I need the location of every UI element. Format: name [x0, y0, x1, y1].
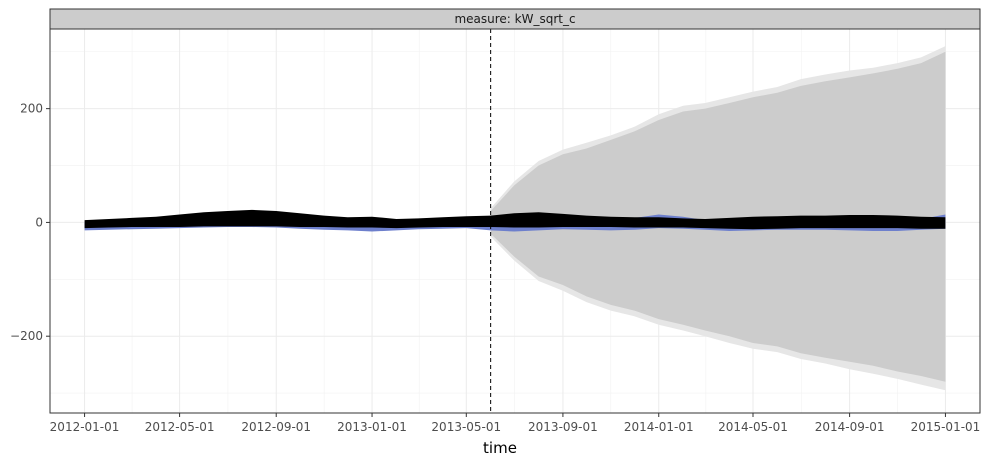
facet-strip-label: measure: kW_sqrt_c	[454, 12, 575, 26]
forecast-interval	[490, 46, 946, 391]
actual-band	[84, 209, 946, 230]
x-tick-label: 2012-05-01	[145, 420, 215, 434]
y-axis: −200 0 200	[10, 102, 50, 343]
x-tick-label: 2014-05-01	[718, 420, 788, 434]
x-tick-label: 2015-01-01	[911, 420, 981, 434]
x-tick-label: 2013-05-01	[431, 420, 501, 434]
actual-series	[84, 209, 946, 230]
x-axis-title: time	[483, 439, 517, 457]
x-tick-label: 2012-01-01	[50, 420, 120, 434]
facet-strip	[49, 8, 981, 30]
forecast-interval-inner	[490, 51, 946, 382]
x-tick-label: 2013-09-01	[528, 420, 598, 434]
x-axis: 2012-01-01 2012-05-01 2012-09-01 2013-01-01…	[50, 413, 981, 434]
x-tick-label: 2014-09-01	[815, 420, 885, 434]
y-tick-label: 200	[20, 102, 43, 116]
y-tick-label: −200	[10, 329, 43, 343]
y-tick-label: 0	[35, 215, 43, 229]
x-tick-label: 2012-09-01	[241, 420, 311, 434]
x-tick-label: 2014-01-01	[624, 420, 694, 434]
x-tick-label: 2013-01-01	[337, 420, 407, 434]
